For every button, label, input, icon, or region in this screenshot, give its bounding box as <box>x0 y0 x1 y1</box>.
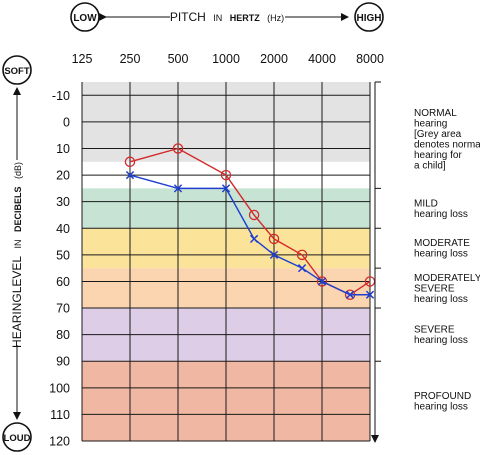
level-unit: DECIBELS <box>13 187 23 233</box>
x-tick-label: 8000 <box>356 52 384 66</box>
low-label: LOW <box>73 13 97 24</box>
y-tick-label: 40 <box>56 222 70 236</box>
cross-marker <box>345 290 355 299</box>
x-tick-label: 2000 <box>260 52 288 66</box>
category-desc-line: hearing loss <box>414 294 468 305</box>
cross-marker <box>221 184 231 193</box>
pitch-abbr: (Hz) <box>267 13 284 23</box>
category-desc-line: hearing loss <box>414 209 468 220</box>
x-tick-labels: 125 250 500 1000 2000 4000 8000 <box>72 52 384 66</box>
pitch-in: IN <box>213 13 222 23</box>
level-in: IN <box>13 239 23 248</box>
y-tick-label: 60 <box>56 275 70 289</box>
category-desc-line: hearing loss <box>414 335 468 346</box>
soft-label: SOFT <box>4 66 30 77</box>
category-title: NORMAL <box>414 108 457 119</box>
x-tick-label: 1000 <box>212 52 240 66</box>
cross-marker <box>249 234 259 244</box>
cross-marker <box>365 290 375 299</box>
y-tick-label: 70 <box>56 302 70 316</box>
category-desc-line: a child] <box>414 161 446 172</box>
pitch-title: PITCH IN HERTZ (Hz) <box>170 8 284 25</box>
pitch-header: LOW HIGH PITCH IN HERTZ (Hz) <box>70 2 384 32</box>
grid <box>81 82 371 442</box>
level-abbr: (dB) <box>13 162 23 179</box>
category-title: PROFOUND <box>414 391 471 402</box>
pitch-prefix: PITCH <box>170 10 206 24</box>
high-badge <box>354 2 384 32</box>
soft-badge <box>2 55 32 85</box>
circle-marker <box>248 209 260 221</box>
cross-marker <box>125 170 135 180</box>
y-tick-label: 90 <box>56 355 70 369</box>
x-tick-label: 500 <box>168 52 189 66</box>
y-tick-label: 10 <box>56 142 70 156</box>
circle-marker <box>316 276 328 287</box>
category-desc-line: hearing loss <box>414 249 468 260</box>
y-tick-label: 110 <box>50 408 70 422</box>
category-desc-line: hearing loss <box>414 402 468 413</box>
bracket-arrow-down <box>371 435 379 443</box>
circle-marker <box>220 169 232 181</box>
x-tick-label: 250 <box>120 52 141 66</box>
loud-label: LOUD <box>4 433 31 444</box>
cross-marker <box>297 264 307 273</box>
cross-marker <box>173 184 183 193</box>
loud-badge <box>2 422 32 452</box>
cross-marker <box>317 277 327 286</box>
category-title: MODERATE <box>414 238 470 249</box>
x-tick-label: 4000 <box>308 52 336 66</box>
level-prefix: HEARINGLEVEL <box>10 256 24 348</box>
category-desc-line: hearing for <box>414 150 462 161</box>
circle-marker <box>172 143 184 154</box>
y-tick-labels: -10 0 10 20 30 40 50 60 70 80 90 100 110 120 <box>49 89 70 449</box>
pitch-unit: HERTZ <box>230 13 260 23</box>
level-side: SOFT LOUD HEARINGLEVEL IN DECIBELS (dB) <box>2 55 32 452</box>
y-tick-label: -10 <box>52 89 70 103</box>
category-title: SEVERE <box>414 325 455 336</box>
circle-marker <box>124 156 136 168</box>
category-desc-line: hearing <box>414 119 447 130</box>
cross-marker <box>269 250 279 259</box>
category-desc-line: denotes normal <box>414 140 480 151</box>
category-title: MODERATELY <box>414 273 480 284</box>
category-title: SEVERE <box>414 283 455 294</box>
category-desc-line: [Grey area <box>414 129 462 140</box>
high-label: HIGH <box>357 13 382 24</box>
y-tick-label: 0 <box>63 115 70 129</box>
y-tick-label: 100 <box>49 381 70 395</box>
y-tick-label: 80 <box>56 328 70 342</box>
y-tick-label: 20 <box>56 169 70 183</box>
y-tick-label: 50 <box>56 248 70 262</box>
series-layer <box>124 143 376 300</box>
y-tick-label: 30 <box>56 195 70 209</box>
level-title: HEARINGLEVEL IN DECIBELS (dB) <box>8 162 25 348</box>
x-tick-label: 125 <box>72 52 93 66</box>
category-title: MILD <box>414 198 438 209</box>
circle-marker <box>268 233 280 245</box>
y-tick-label: 120 <box>49 435 70 449</box>
circle-marker <box>296 249 308 261</box>
